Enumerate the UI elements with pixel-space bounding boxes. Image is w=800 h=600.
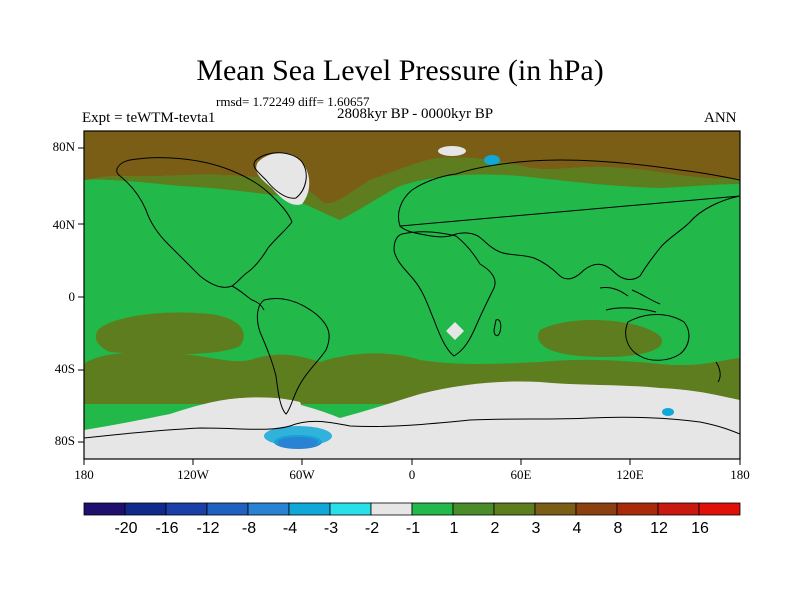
colorbar xyxy=(83,502,741,516)
colorbar-label: 16 xyxy=(691,520,709,537)
colorbar-label: -8 xyxy=(241,520,257,537)
south-america-coast xyxy=(256,298,330,415)
south-atlantic-patch xyxy=(446,322,464,340)
southeast-asia-coast xyxy=(599,287,661,313)
colorbar-swatch xyxy=(247,502,290,516)
colorbar-label: 12 xyxy=(650,520,668,537)
season-text: ANN xyxy=(704,110,737,126)
africa-coast xyxy=(393,231,496,357)
colorbar-label: -16 xyxy=(155,520,179,537)
north-america-coast xyxy=(116,157,293,288)
australia-coast xyxy=(625,314,690,361)
colorbar-label: -4 xyxy=(282,520,298,537)
ross-negative-region xyxy=(662,408,674,416)
colorbar-swatch xyxy=(411,502,454,516)
y-tick-label: 80S xyxy=(54,433,75,448)
greenland-coast xyxy=(253,152,307,199)
colorbar-label: 8 xyxy=(613,520,623,537)
map-title: Mean Sea Level Pressure (in hPa) xyxy=(196,54,604,87)
colorbar-label: 2 xyxy=(490,520,500,537)
period-text: 2808kyr BP - 0000kyr BP xyxy=(336,106,494,122)
new-zealand-coast xyxy=(715,361,721,383)
central-america-coast xyxy=(231,285,265,311)
x-tick-label: 120W xyxy=(177,467,209,482)
colorbar-swatch xyxy=(124,502,167,516)
colorbar-label: -3 xyxy=(323,520,339,537)
y-tick-label: 80N xyxy=(52,139,75,154)
colorbar-swatch xyxy=(83,502,126,516)
weddell-negative-core-region xyxy=(278,437,318,447)
statistics-text: rmsd= 1.72249 diff= 1.60657 xyxy=(216,94,370,109)
colorbar-label: 3 xyxy=(531,520,541,537)
colorbar-label: -12 xyxy=(196,520,220,537)
coastlines xyxy=(84,152,740,439)
colorbar-swatch xyxy=(370,502,413,516)
x-tick-label: 0 xyxy=(408,467,416,482)
madagascar-coast xyxy=(493,319,502,337)
colorbar-swatch xyxy=(493,502,536,516)
colorbar-label: 4 xyxy=(572,520,582,537)
colorbar-swatch xyxy=(206,502,249,516)
y-tick-label: 0 xyxy=(68,289,76,304)
x-tick-label: 120E xyxy=(616,467,644,482)
x-tick-label: 180 xyxy=(730,467,750,482)
south-pacific-medium-region xyxy=(95,312,244,355)
colorbar-swatch xyxy=(288,502,331,516)
colorbar-swatch xyxy=(165,502,208,516)
colorbar-label: -2 xyxy=(364,520,380,537)
colorbar-swatch xyxy=(657,502,700,516)
europe-asia-coast xyxy=(398,159,740,280)
arctic-medium-region xyxy=(84,157,740,220)
arctic-high-region xyxy=(84,131,740,204)
south-indian-medium-region xyxy=(538,319,663,358)
colorbar-swatch xyxy=(329,502,372,516)
svalbard-low-region xyxy=(438,146,466,156)
colorbar-swatch xyxy=(534,502,577,516)
antarctica-coast xyxy=(84,416,740,439)
x-tick-label: 60E xyxy=(510,467,532,482)
axis-ticks xyxy=(78,147,741,465)
colorbar-swatch xyxy=(698,502,741,516)
colorbar-swatch xyxy=(575,502,618,516)
colorbar-label: -20 xyxy=(114,520,138,537)
colorbar-swatch xyxy=(616,502,659,516)
y-tick-label: 40S xyxy=(54,361,75,376)
colorbar-label: -1 xyxy=(405,520,421,537)
pacific-sector-low-region xyxy=(189,397,301,420)
y-tick-label: 40N xyxy=(52,217,75,232)
colorbar-label: 1 xyxy=(449,520,459,537)
pressure-field xyxy=(84,131,740,459)
experiment-text: Expt = teWTM-tevta1 xyxy=(82,110,216,126)
greenland-low-region xyxy=(256,152,310,205)
barents-negative-region xyxy=(484,155,500,165)
x-tick-label: 60W xyxy=(289,467,315,482)
edge-patch xyxy=(90,448,150,459)
x-tick-label: 180 xyxy=(74,467,94,482)
colorbar-swatch xyxy=(452,502,495,516)
